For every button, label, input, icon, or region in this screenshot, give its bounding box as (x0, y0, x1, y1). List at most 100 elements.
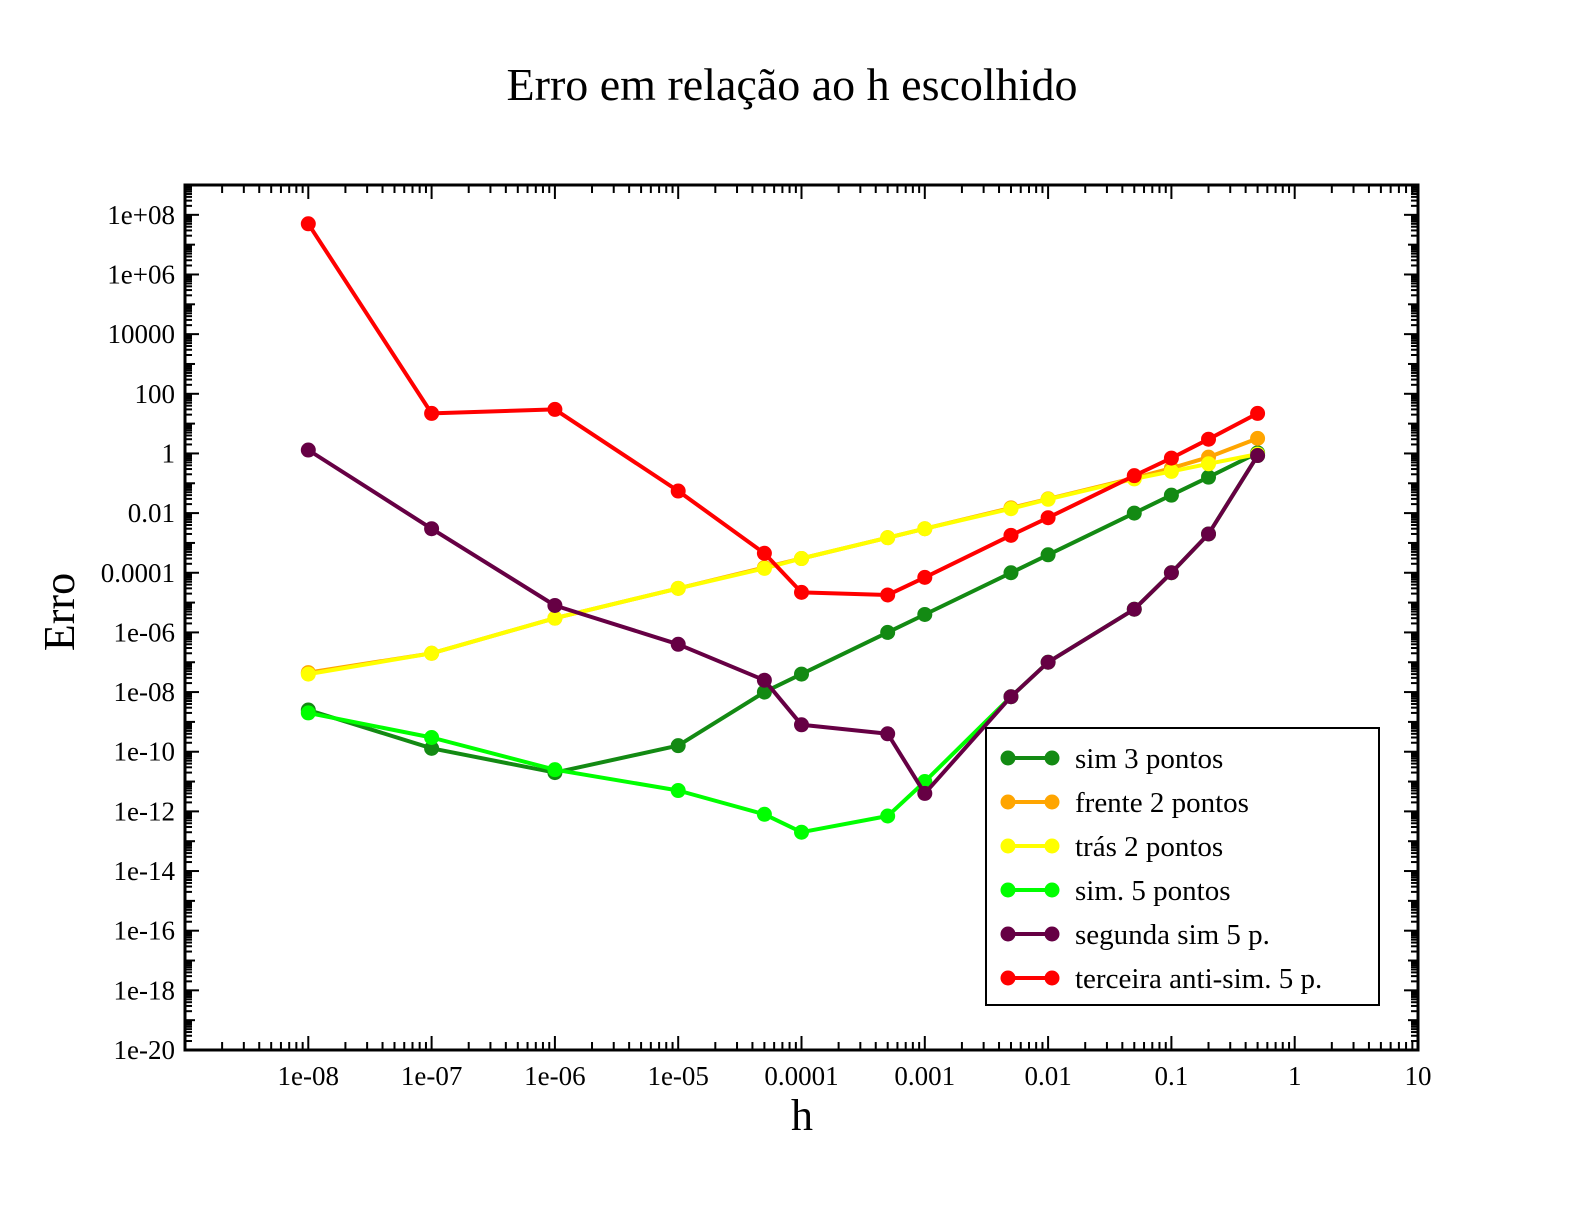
legend-marker (1044, 750, 1060, 766)
data-point (756, 684, 772, 700)
data-point (1201, 469, 1217, 485)
series-frente-2-pontos (300, 430, 1266, 681)
y-axis-label: Erro (35, 573, 84, 651)
data-point (756, 545, 772, 561)
data-point (917, 521, 933, 537)
x-tick-label: 0.0001 (764, 1061, 838, 1091)
data-point (300, 216, 316, 232)
data-point (917, 606, 933, 622)
plot-frame (183, 183, 1420, 1052)
data-point (1163, 487, 1179, 503)
data-point (547, 401, 563, 417)
x-tick-label: 1e-07 (401, 1061, 462, 1091)
data-point (547, 762, 563, 778)
y-tick-label: 1e-14 (114, 856, 176, 886)
data-point (880, 624, 896, 640)
x-tick-labels: 1e-08 1e-07 1e-06 1e-05 0.0001 0.001 0.01 0.1 1 1… (278, 1061, 1432, 1091)
y-tick-label: 10000 (108, 319, 176, 349)
data-point (1126, 468, 1142, 484)
y-tick-label: 0.0001 (101, 558, 175, 588)
data-point (300, 705, 316, 721)
legend-marker (1000, 794, 1016, 810)
data-point (880, 587, 896, 603)
legend-marker (1000, 970, 1016, 986)
data-point (880, 726, 896, 742)
data-point (1163, 463, 1179, 479)
legend-box (985, 727, 1380, 1006)
data-point (756, 806, 772, 822)
data-point (424, 740, 440, 756)
legend-label: sim 3 pontos (1075, 743, 1223, 775)
data-point (670, 580, 686, 596)
y-tick-label: 1e+06 (107, 259, 175, 289)
legend-marker (1000, 926, 1016, 942)
series-line (307, 436, 1259, 675)
y-tick-label: 1e+08 (107, 200, 175, 230)
data-point (670, 783, 686, 799)
data-point (794, 551, 809, 567)
y-tick-labels: 1e-20 1e-18 1e-16 1e-14 1e-12 1e-10 1e-08 1e-06… (101, 200, 176, 1065)
data-point (424, 405, 440, 421)
y-tick-label: 1e-16 (114, 916, 175, 946)
data-point (670, 738, 686, 754)
legend-marker (1044, 926, 1060, 942)
data-point (917, 785, 933, 801)
y-tick-label: 100 (135, 379, 176, 409)
legend-label: frente 2 pontos (1075, 787, 1249, 819)
data-point (1250, 430, 1266, 446)
data-point (424, 645, 440, 661)
data-point (794, 824, 809, 840)
data-point (794, 584, 809, 600)
data-point (1040, 491, 1056, 507)
legend-label: terceira anti-sim. 5 p. (1075, 963, 1322, 995)
data-point (1003, 689, 1019, 705)
legend-marker (1044, 882, 1060, 898)
x-tick-label: 10 (1405, 1061, 1432, 1091)
data-point (1250, 405, 1266, 421)
legend-label: trás 2 pontos (1075, 831, 1223, 863)
data-point (670, 483, 686, 499)
legend-label: sim. 5 pontos (1075, 875, 1231, 907)
data-point (300, 666, 316, 682)
data-point (1201, 526, 1217, 542)
data-point (1126, 505, 1142, 521)
data-point (917, 569, 933, 585)
data-point (424, 729, 440, 745)
legend-item-sim-3-pontos: sim 3 pontos (1000, 743, 1223, 775)
data-point (1040, 654, 1056, 670)
legend-marker (1044, 838, 1060, 854)
data-point (1163, 450, 1179, 466)
data-point (1040, 547, 1056, 563)
legend-label: segunda sim 5 p. (1075, 919, 1270, 951)
x-tick-label: 0.01 (1024, 1061, 1071, 1091)
data-point (547, 610, 563, 626)
x-tick-label: 0.1 (1155, 1061, 1189, 1091)
plot-series (300, 216, 1266, 840)
legend-marker (1000, 838, 1016, 854)
y-tick-label: 1e-20 (114, 1035, 175, 1065)
data-point (1003, 527, 1019, 543)
data-point (670, 636, 686, 652)
data-point (1126, 601, 1142, 617)
legend-item-frente-2-pontos: frente 2 pontos (1000, 787, 1249, 819)
y-tick-label: 1e-08 (114, 677, 175, 707)
chart-title: Erro em relação ao h escolhido (507, 59, 1078, 110)
series-segunda-sim-5-p (300, 442, 1266, 801)
data-point (756, 672, 772, 688)
data-point (880, 808, 896, 824)
data-point (880, 530, 896, 546)
data-point (1201, 431, 1217, 447)
legend-marker (1044, 970, 1060, 986)
legend-marker (1000, 750, 1016, 766)
x-tick-label: 1 (1288, 1061, 1302, 1091)
legend-marker (1044, 794, 1060, 810)
y-tick-label: 1e-18 (114, 975, 175, 1005)
data-point (1250, 448, 1266, 464)
y-tick-label: 0.01 (128, 498, 175, 528)
y-tick-label: 1 (162, 438, 176, 468)
data-point (756, 560, 772, 576)
series-terceira-anti-sim-5-p (300, 216, 1266, 603)
series-line (307, 448, 1260, 796)
legend-item-terceira-anti-sim-5-p: terceira anti-sim. 5 p. (1000, 963, 1322, 995)
